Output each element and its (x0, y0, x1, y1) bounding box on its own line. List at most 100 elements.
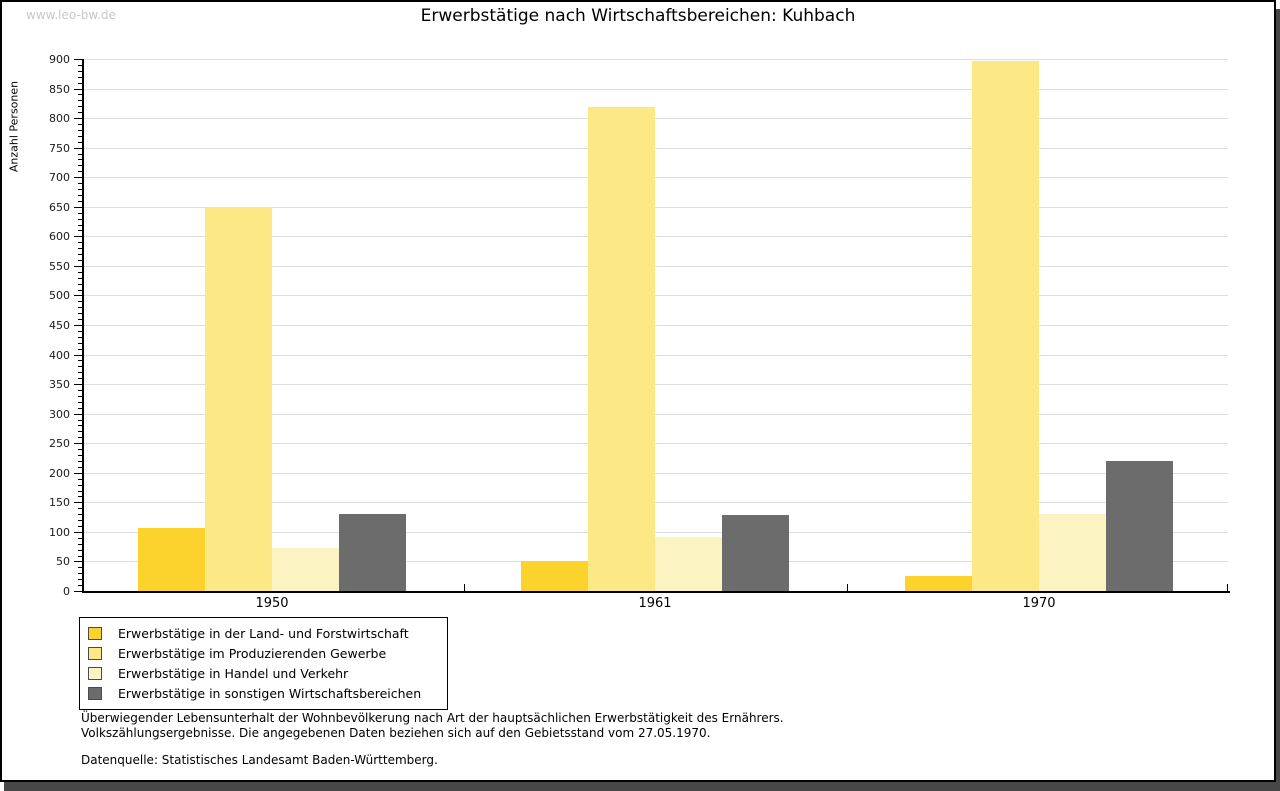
y-minor-tick (78, 390, 82, 392)
y-major-tick (74, 472, 82, 474)
y-minor-tick (78, 212, 82, 214)
y-minor-tick (78, 555, 82, 557)
y-minor-tick (78, 70, 82, 72)
x-tick-label: 1970 (1022, 596, 1056, 611)
bar-1970-s2 (972, 60, 1039, 591)
y-minor-tick (78, 283, 82, 285)
gridline (82, 147, 1228, 149)
legend-item: Erwerbstätige in sonstigen Wirtschaftsbe… (88, 683, 439, 703)
y-major-tick (74, 147, 82, 149)
footnote-line-1: Überwiegender Lebensunterhalt der Wohnbe… (81, 711, 784, 725)
y-minor-tick (78, 514, 82, 516)
bar-1970-s4 (1106, 460, 1173, 591)
y-minor-tick (78, 537, 82, 539)
gridline (82, 413, 1228, 415)
y-tick-label: 800 (49, 112, 70, 126)
y-minor-tick (78, 301, 82, 303)
y-minor-tick (78, 378, 82, 380)
y-minor-tick (78, 94, 82, 96)
y-minor-tick (78, 395, 82, 397)
y-major-tick (74, 354, 82, 356)
chart-area: 0 50 100 150 200 250 300 350 400 450 500 550 600 650 7… (2, 2, 1274, 780)
bar-1970-s3 (1039, 514, 1106, 591)
watermark-text: www.leo-bw.de (26, 8, 116, 22)
y-minor-tick (78, 460, 82, 462)
y-minor-tick (78, 449, 82, 451)
y-minor-tick (78, 64, 82, 66)
bar-1950-s2 (205, 206, 272, 591)
y-minor-tick (78, 407, 82, 409)
gridline (82, 472, 1228, 474)
legend-item: Erwerbstätige in der Land- und Forstwirt… (88, 623, 439, 643)
y-minor-tick (78, 135, 82, 137)
gridline (82, 443, 1228, 445)
legend-box: Erwerbstätige in der Land- und Forstwirt… (79, 617, 448, 710)
x-tick-label: 1961 (638, 596, 672, 611)
y-major-tick (74, 591, 82, 592)
legend-swatch-icon (88, 646, 102, 660)
y-tick-label: 300 (49, 407, 70, 421)
y-minor-tick (78, 419, 82, 421)
y-tick-label: 200 (49, 466, 70, 480)
y-minor-tick (78, 218, 82, 220)
y-minor-tick (78, 585, 82, 587)
y-major-tick (74, 531, 82, 533)
y-tick-label: 450 (49, 319, 70, 332)
y-minor-tick (78, 401, 82, 403)
y-tick-label: 250 (49, 437, 70, 451)
y-minor-tick (78, 336, 82, 338)
y-minor-tick (78, 200, 82, 202)
y-tick-label: 0 (63, 585, 70, 598)
y-major-tick (74, 206, 82, 208)
y-minor-tick (78, 431, 82, 433)
gridline (82, 265, 1228, 267)
y-minor-tick (78, 520, 82, 522)
y-minor-tick (78, 342, 82, 344)
y-minor-tick (78, 194, 82, 196)
y-tick-label: 600 (49, 230, 70, 244)
y-tick-label: 650 (49, 200, 70, 214)
gridline (82, 206, 1228, 208)
y-major-tick (74, 118, 82, 120)
bar-1950-s1 (138, 527, 205, 591)
y-minor-tick (78, 330, 82, 332)
y-minor-tick (78, 171, 82, 173)
bar-1961-s4 (722, 515, 789, 591)
y-minor-tick (78, 165, 82, 167)
data-source: Datenquelle: Statistisches Landesamt Bad… (81, 753, 438, 767)
y-minor-tick (78, 189, 82, 191)
bar-1950-s4 (339, 514, 406, 591)
y-major-tick (74, 443, 82, 445)
y-minor-tick (78, 478, 82, 480)
gridline (82, 295, 1228, 297)
y-minor-tick (78, 490, 82, 492)
y-minor-tick (78, 112, 82, 114)
y-minor-tick (78, 271, 82, 273)
legend-label: Erwerbstätige in sonstigen Wirtschaftsbe… (118, 685, 422, 701)
y-minor-tick (78, 242, 82, 244)
y-minor-tick (78, 579, 82, 581)
y-minor-tick (78, 254, 82, 256)
y-major-tick (74, 561, 82, 563)
gridline (82, 502, 1228, 504)
gridline (82, 236, 1228, 238)
y-tick-label: 700 (49, 171, 70, 185)
y-tick-label: 150 (49, 496, 70, 510)
y-tick-label: 550 (49, 259, 70, 273)
y-minor-tick (78, 525, 82, 527)
y-minor-tick (78, 366, 82, 368)
y-minor-tick (78, 543, 82, 545)
y-minor-tick (78, 129, 82, 131)
y-major-tick (74, 325, 82, 326)
y-minor-tick (78, 82, 82, 84)
y-minor-tick (78, 437, 82, 439)
y-minor-tick (78, 183, 82, 185)
gridline (82, 88, 1228, 90)
y-minor-tick (78, 549, 82, 551)
legend-swatch-icon (88, 666, 102, 680)
y-minor-tick (78, 141, 82, 143)
y-minor-tick (78, 348, 82, 350)
y-major-tick (74, 502, 82, 504)
y-tick-label: 900 (49, 53, 70, 66)
